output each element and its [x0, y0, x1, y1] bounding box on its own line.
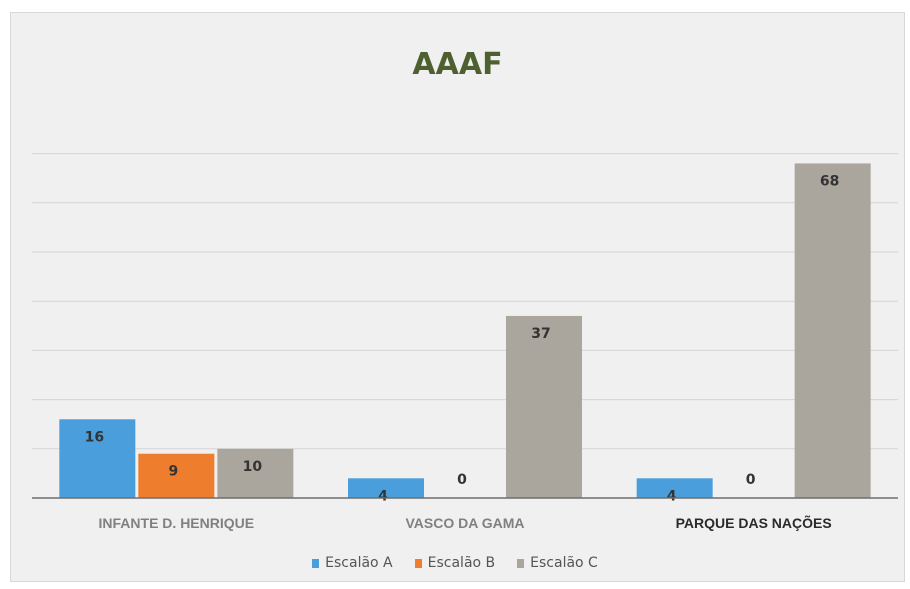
legend-label-series-c: Escalão C	[530, 555, 598, 571]
x-tick-label: PARQUE DAS NAÇÕES	[676, 514, 832, 531]
x-tick-label: VASCO DA GAMA	[406, 515, 525, 531]
data-label: 4	[378, 488, 388, 504]
chart-title: AAAF	[412, 47, 503, 82]
legend-swatch-series-b	[414, 558, 422, 568]
bar	[794, 163, 871, 498]
data-label: 10	[243, 459, 263, 475]
legend-label-series-a: Escalão A	[325, 555, 393, 571]
bar	[636, 478, 713, 498]
bar	[506, 315, 582, 498]
bar	[59, 419, 136, 498]
legend-item-series-b: Escalão B	[414, 555, 496, 571]
data-label: 9	[168, 464, 178, 480]
legend-label-series-b: Escalão B	[427, 555, 496, 571]
legend-swatch-series-c	[517, 558, 525, 568]
data-label: 4	[667, 488, 677, 504]
data-label: 16	[85, 429, 104, 445]
data-label: 0	[457, 472, 467, 488]
x-tick-label: INFANTE D. HENRIQUE	[99, 515, 255, 531]
bar	[138, 453, 215, 498]
chart-legend: Escalão A Escalão B Escalão C	[0, 555, 910, 571]
data-label: 68	[820, 173, 839, 189]
legend-item-series-a: Escalão A	[312, 555, 393, 571]
bar	[217, 448, 294, 498]
legend-swatch-series-a	[312, 558, 320, 568]
data-label: 37	[531, 326, 550, 342]
bar	[348, 478, 424, 498]
legend-item-series-c: Escalão C	[517, 555, 598, 571]
data-label: 0	[746, 472, 756, 488]
